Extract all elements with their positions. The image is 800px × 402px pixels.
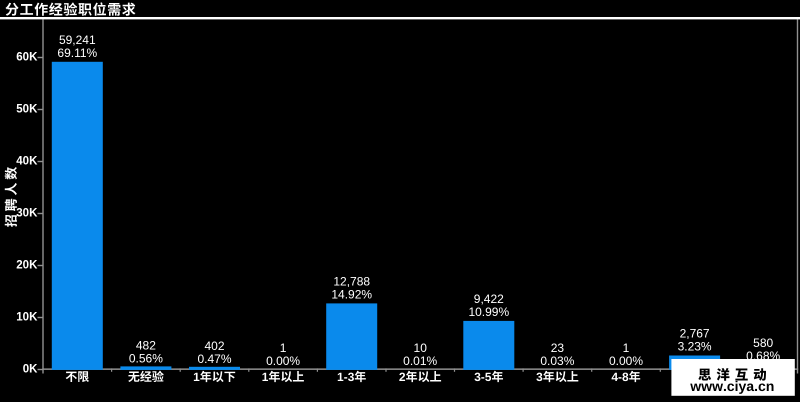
svg-text:0.01%: 0.01% [403,354,437,368]
svg-text:9,422: 9,422 [474,292,504,306]
svg-text:69.11%: 69.11% [57,46,97,60]
svg-text:20K: 20K [16,260,38,272]
svg-text:30K: 30K [16,208,38,220]
svg-text:14.92%: 14.92% [331,287,372,301]
svg-text:1: 1 [280,341,287,355]
svg-text:0.56%: 0.56% [129,351,163,365]
svg-text:10: 10 [414,341,428,355]
svg-text:40K: 40K [16,156,38,168]
svg-text:580: 580 [753,336,773,350]
svg-text:0K: 0K [23,364,38,376]
svg-text:0.00%: 0.00% [609,354,643,368]
svg-text:0.47%: 0.47% [197,352,231,366]
svg-text:10K: 10K [16,312,38,324]
svg-text:2,767: 2,767 [680,327,710,341]
svg-text:482: 482 [136,338,156,352]
svg-text:12,788: 12,788 [333,274,370,288]
svg-text:402: 402 [204,339,224,353]
svg-text:50K: 50K [16,104,38,116]
svg-text:59,241: 59,241 [59,33,96,47]
svg-text:3.23%: 3.23% [678,340,712,354]
svg-text:0.03%: 0.03% [540,354,574,368]
svg-text:1: 1 [623,341,630,355]
svg-text:0.00%: 0.00% [266,354,300,368]
svg-text:60K: 60K [16,52,38,64]
svg-text:10.99%: 10.99% [468,305,509,319]
svg-text:23: 23 [551,341,565,355]
